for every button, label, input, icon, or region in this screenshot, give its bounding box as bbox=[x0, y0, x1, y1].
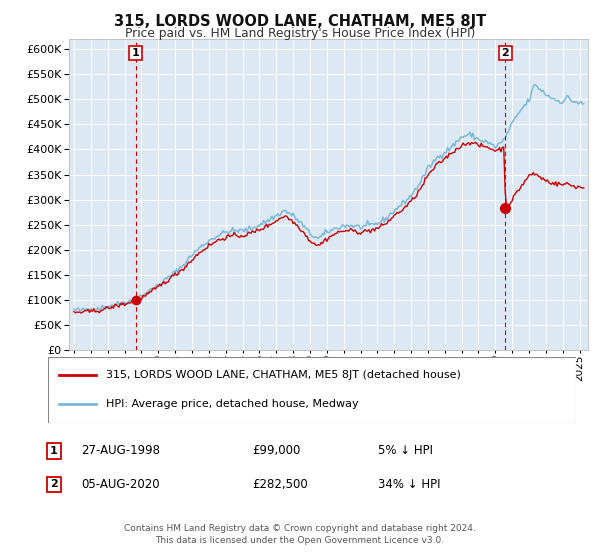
Text: 05-AUG-2020: 05-AUG-2020 bbox=[81, 478, 160, 491]
Text: 2: 2 bbox=[50, 479, 58, 489]
Text: 315, LORDS WOOD LANE, CHATHAM, ME5 8JT: 315, LORDS WOOD LANE, CHATHAM, ME5 8JT bbox=[114, 14, 486, 29]
Text: 1: 1 bbox=[131, 48, 139, 58]
FancyBboxPatch shape bbox=[48, 357, 576, 423]
Text: 2: 2 bbox=[502, 48, 509, 58]
Text: 315, LORDS WOOD LANE, CHATHAM, ME5 8JT (detached house): 315, LORDS WOOD LANE, CHATHAM, ME5 8JT (… bbox=[106, 370, 461, 380]
Text: £99,000: £99,000 bbox=[252, 444, 301, 458]
Text: HPI: Average price, detached house, Medway: HPI: Average price, detached house, Medw… bbox=[106, 399, 359, 409]
Text: £282,500: £282,500 bbox=[252, 478, 308, 491]
Text: 1: 1 bbox=[50, 446, 58, 456]
Text: Price paid vs. HM Land Registry's House Price Index (HPI): Price paid vs. HM Land Registry's House … bbox=[125, 27, 475, 40]
Text: Contains HM Land Registry data © Crown copyright and database right 2024.
This d: Contains HM Land Registry data © Crown c… bbox=[124, 524, 476, 545]
Text: 5% ↓ HPI: 5% ↓ HPI bbox=[378, 444, 433, 458]
Text: 34% ↓ HPI: 34% ↓ HPI bbox=[378, 478, 440, 491]
Text: 27-AUG-1998: 27-AUG-1998 bbox=[81, 444, 160, 458]
